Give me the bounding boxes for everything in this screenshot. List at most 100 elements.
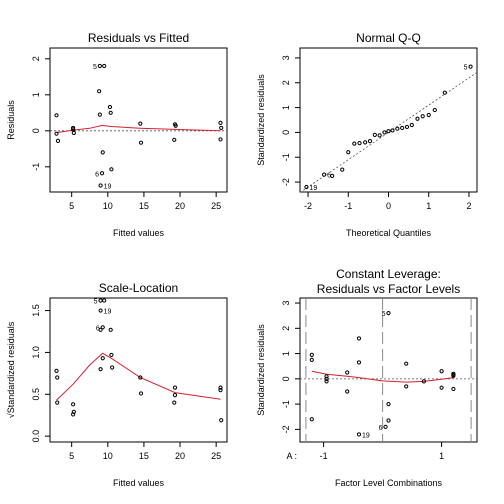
- point-label: 6: [379, 425, 383, 432]
- data-point: [108, 327, 113, 332]
- data-point: [219, 125, 224, 131]
- plot-title: Residuals vs Fitted: [88, 31, 189, 45]
- data-point: [421, 379, 426, 384]
- y-tick-label: -1: [281, 153, 291, 161]
- x-tick-label: 20: [175, 451, 185, 461]
- x-axis-label: Fitted values: [113, 228, 165, 238]
- data-point: [330, 173, 335, 178]
- x-tick-label: 25: [211, 451, 221, 461]
- data-point: [404, 361, 409, 366]
- data-point: [367, 139, 373, 144]
- factor-label: A :: [286, 451, 297, 461]
- data-point: [442, 90, 447, 95]
- x-tick-label: 2: [466, 201, 471, 211]
- data-point: [98, 298, 103, 303]
- data-point: [107, 104, 113, 110]
- data-point: [172, 385, 178, 390]
- smooth-line: [311, 370, 454, 383]
- data-point: [218, 387, 223, 393]
- point-label: 5: [464, 65, 468, 72]
- data-point: [352, 141, 357, 146]
- data-point: [102, 298, 107, 303]
- data-point: [99, 171, 105, 176]
- data-point: [55, 375, 60, 380]
- y-tick-label: 2: [281, 80, 291, 85]
- plot-frame: [299, 47, 478, 193]
- data-point: [404, 384, 409, 389]
- data-point: [324, 374, 329, 379]
- data-point: [324, 379, 329, 384]
- data-point: [356, 360, 362, 365]
- data-point: [415, 116, 420, 121]
- x-tick-label: -2: [304, 201, 312, 211]
- data-point: [172, 137, 177, 142]
- data-point: [468, 64, 473, 69]
- data-point: [309, 417, 314, 422]
- data-point: [377, 133, 382, 138]
- x-tick-label: 15: [139, 451, 149, 461]
- point-label: 19: [104, 309, 112, 316]
- y-tick-label: 2: [31, 56, 41, 61]
- plot-title: Constant Leverage:: [336, 267, 441, 281]
- point-label: 5: [382, 311, 386, 318]
- data-point: [451, 373, 456, 378]
- data-point: [97, 112, 102, 117]
- plot-panel-3: Scale-Location Fitted values √Standardized…: [6, 281, 228, 488]
- data-point: [55, 138, 61, 143]
- x-axis-label: Factor Level Combinations: [335, 478, 443, 488]
- data-point: [138, 375, 143, 380]
- point-label: 5: [94, 299, 98, 306]
- data-point: [97, 89, 102, 94]
- plot-subtitle: Residuals vs Factor Levels: [317, 282, 460, 296]
- data-point: [55, 400, 60, 405]
- data-point: [71, 402, 76, 407]
- point-label: 5: [93, 64, 97, 71]
- point-label: 6: [327, 173, 331, 180]
- data-point: [110, 365, 115, 370]
- y-tick-label: 0.0: [31, 430, 41, 443]
- data-point: [395, 126, 400, 131]
- plot-panel-1: Residuals vs Fitted Fitted values Residual…: [6, 31, 228, 238]
- y-tick-label: 1: [281, 351, 291, 356]
- point-label: 19: [362, 432, 370, 439]
- data-point: [345, 389, 350, 394]
- data-point: [54, 113, 59, 118]
- data-point: [108, 110, 113, 115]
- data-point: [386, 129, 391, 134]
- data-point: [71, 130, 76, 136]
- y-tick-label: 0: [281, 376, 291, 381]
- x-tick-label: 1: [426, 201, 431, 211]
- data-point: [390, 128, 395, 133]
- x-tick-label: -1: [320, 451, 328, 461]
- x-tick-label: 0: [386, 201, 391, 211]
- y-tick-label: 0: [281, 130, 291, 135]
- data-point: [71, 412, 76, 417]
- data-point: [102, 63, 107, 69]
- y-tick-label: 1.0: [31, 346, 41, 359]
- y-tick-label: -2: [281, 425, 291, 433]
- smooth-line: [56, 352, 221, 401]
- data-point: [322, 172, 327, 177]
- data-point: [409, 122, 414, 128]
- data-point: [100, 356, 105, 361]
- data-point: [100, 150, 105, 155]
- plot-title: Scale-Location: [99, 281, 178, 295]
- y-tick-label: 1.5: [31, 304, 41, 317]
- data-point: [138, 140, 144, 145]
- data-point: [97, 63, 102, 69]
- y-tick-label: -1: [31, 163, 41, 171]
- x-tick-label: 25: [211, 201, 221, 211]
- data-point: [386, 418, 391, 423]
- x-tick-label: 1: [439, 451, 444, 461]
- y-tick-label: 2: [281, 326, 291, 331]
- x-tick-label: 20: [175, 201, 185, 211]
- data-point: [54, 131, 59, 136]
- data-point: [363, 140, 368, 145]
- plot-panel-2: Normal Q-Q Theoretical Quantiles Standardi…: [256, 31, 478, 238]
- data-point: [346, 150, 351, 155]
- data-point: [382, 130, 387, 135]
- y-tick-label: 3: [281, 55, 291, 60]
- point-label: 6: [95, 171, 99, 178]
- data-point: [404, 124, 410, 130]
- x-tick-label: -1: [344, 201, 352, 211]
